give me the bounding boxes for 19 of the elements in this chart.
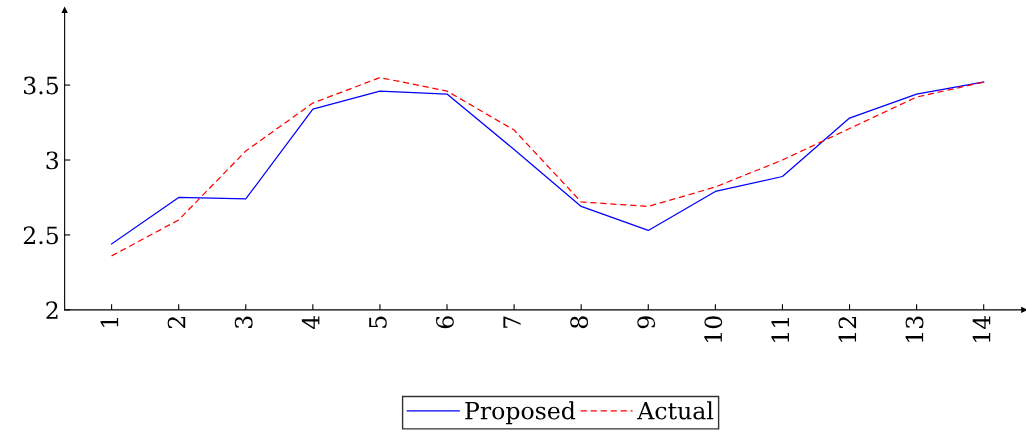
- x-tick-label: 12: [838, 317, 857, 342]
- x-tick-label: 1: [100, 318, 119, 327]
- x-tick-label: 5: [369, 316, 387, 328]
- x-tick-label: 4: [301, 315, 320, 329]
- x-tick-label: 13: [905, 316, 924, 342]
- legend-label: Proposed: [465, 401, 576, 425]
- x-tick-label: 11: [771, 318, 789, 342]
- y-tick-label: 2.5: [23, 226, 58, 245]
- x-tick-label: 6: [436, 316, 454, 329]
- x-tick-label: 9: [637, 316, 656, 329]
- legend-label: Actual: [637, 401, 714, 420]
- x-tick-label: 8: [570, 316, 589, 329]
- x-tick-label: 2: [167, 317, 186, 329]
- x-tick-label: 3: [234, 316, 253, 328]
- x-tick-label: 10: [704, 316, 723, 342]
- x-tick-label: 7: [503, 316, 521, 328]
- x-tick-label: 14: [972, 315, 991, 342]
- y-tick-label: 3.5: [24, 76, 58, 95]
- y-tick-label: 3: [46, 151, 59, 170]
